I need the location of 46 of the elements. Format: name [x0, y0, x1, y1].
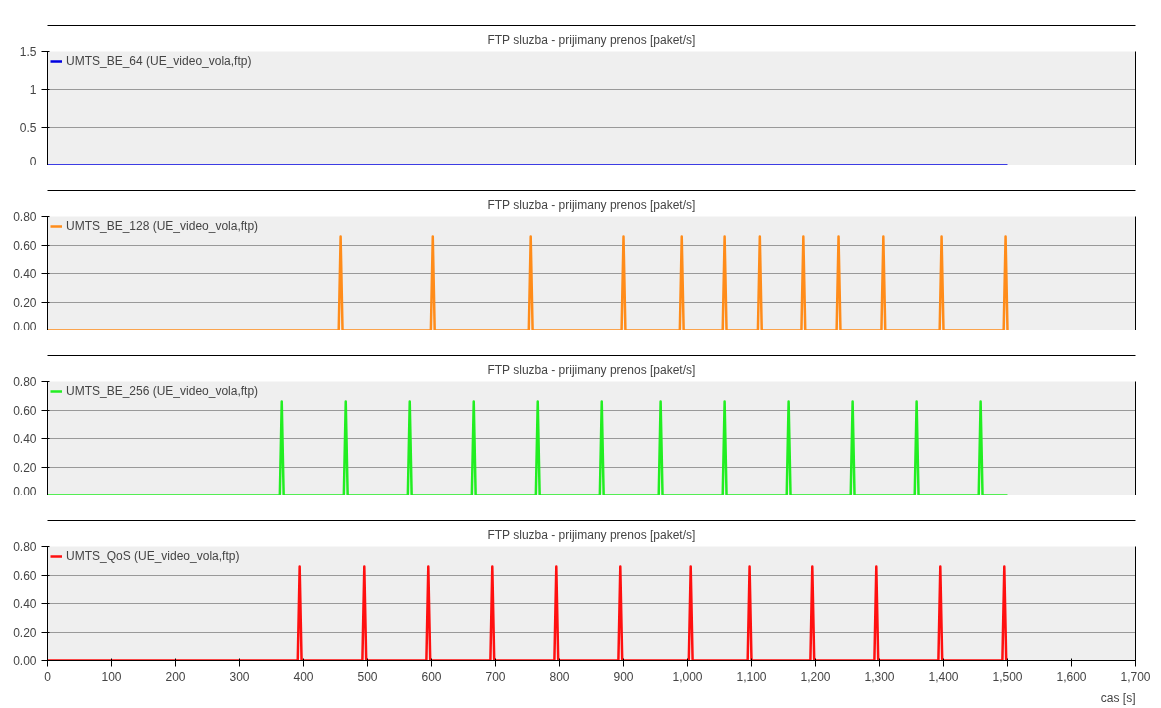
x-tick-label: 1,600 — [1056, 669, 1087, 684]
y-tick-label: 0.20 — [13, 625, 37, 640]
y-tick-label: 1.5 — [19, 45, 37, 59]
y-tick-label: 1 — [29, 83, 37, 97]
y-tick-label: 0.80 — [13, 540, 37, 554]
x-tick-label: 300 — [229, 669, 250, 684]
x-tick-label: 400 — [293, 669, 314, 684]
y-tick-label: 0.20 — [13, 295, 37, 310]
x-tick-label: 200 — [165, 669, 186, 684]
legend-label: UMTS_BE_128 (UE_video_vola,ftp) — [66, 219, 259, 233]
chart-title: FTP sluzba - prijimany prenos [paket/s] — [487, 362, 696, 377]
x-tick-label: 100 — [101, 669, 122, 684]
x-tick-label: 1,000 — [672, 669, 703, 684]
y-tick-label: 0.00 — [13, 654, 37, 668]
y-tick-label: 0.5 — [19, 121, 37, 135]
y-tick-label: 0.60 — [13, 238, 37, 253]
x-tick-label: 800 — [549, 669, 570, 684]
x-tick-label: 1,300 — [864, 669, 895, 684]
y-tick-label: 0.40 — [13, 267, 37, 281]
y-tick-label: 0.40 — [13, 597, 37, 611]
y-tick-label: 0.60 — [13, 568, 37, 583]
legend-label: UMTS_BE_64 (UE_video_vola,ftp) — [66, 54, 252, 68]
x-tick-label: 900 — [613, 669, 634, 684]
x-tick-label: 500 — [357, 669, 378, 684]
legend-label: UMTS_QoS (UE_video_vola,ftp) — [66, 549, 240, 563]
y-tick-label: 0.00 — [13, 319, 37, 334]
x-tick-label: 1,200 — [800, 669, 831, 684]
x-tick-label: 700 — [485, 669, 506, 684]
chart-title: FTP sluzba - prijimany prenos [paket/s] — [487, 32, 696, 47]
x-axis-title: cas [s] — [1100, 690, 1136, 705]
y-tick-label: 0.80 — [13, 210, 37, 224]
y-tick-label: 0 — [29, 154, 37, 169]
legend-label: UMTS_BE_256 (UE_video_vola,ftp) — [66, 384, 259, 398]
x-tick-label: 1,500 — [992, 669, 1023, 684]
y-tick-label: 0.00 — [13, 484, 37, 499]
x-tick-label: 0 — [44, 669, 52, 684]
x-tick-label: 600 — [421, 669, 442, 684]
chart-title: FTP sluzba - prijimany prenos [paket/s] — [487, 527, 696, 542]
x-tick-label: 1,100 — [736, 669, 767, 684]
chart-title: FTP sluzba - prijimany prenos [paket/s] — [487, 197, 696, 212]
y-tick-label: 0.60 — [13, 403, 37, 418]
x-tick-label: 1,400 — [928, 669, 959, 684]
y-tick-label: 0.80 — [13, 375, 37, 389]
y-tick-label: 0.20 — [13, 460, 37, 475]
y-tick-label: 0.40 — [13, 432, 37, 446]
x-tick-label: 1,700 — [1120, 669, 1151, 684]
